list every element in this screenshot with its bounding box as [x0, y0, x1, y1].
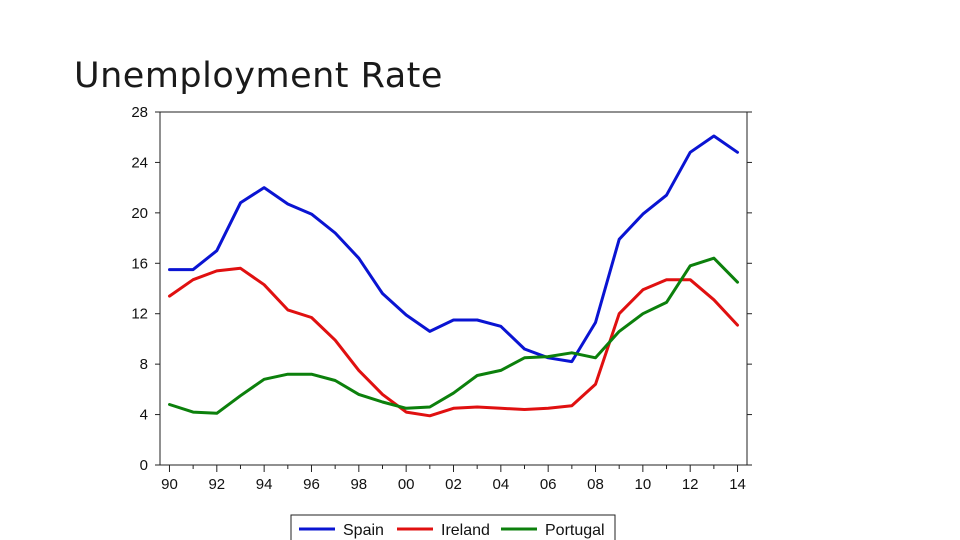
legend-label-portugal: Portugal	[545, 522, 605, 539]
legend: Spain Ireland Portugal	[290, 514, 616, 540]
slide-title: Unemployment Rate	[74, 56, 443, 96]
x-axis: 90 92 94 96 98 00 02 04 06 08 10 12 14	[161, 465, 746, 493]
y-tick-label: 16	[131, 255, 148, 272]
x-tick-label: 06	[540, 476, 557, 493]
x-tick-label: 04	[492, 476, 509, 493]
plot-frame	[159, 111, 748, 466]
x-tick-label: 12	[682, 476, 699, 493]
series-line-portugal	[168, 256, 739, 415]
plot-area	[159, 111, 748, 466]
y-tick-label: 24	[131, 154, 148, 171]
x-tick-label: 94	[256, 476, 273, 493]
x-tick-label: 02	[445, 476, 462, 493]
series-line-spain	[168, 134, 739, 364]
x-tick-label: 08	[587, 476, 604, 493]
y-axis: 0 4 8 12 16 20 24 28	[131, 104, 752, 474]
series-line-ireland	[168, 266, 739, 418]
y-tick-label: 28	[131, 104, 148, 121]
x-tick-label: 14	[729, 476, 746, 493]
y-tick-label: 20	[131, 205, 148, 222]
legend-box	[290, 514, 616, 540]
x-tick-label: 98	[350, 476, 367, 493]
y-tick-label: 8	[140, 356, 148, 373]
x-tick-label: 90	[161, 476, 178, 493]
y-tick-label: 12	[131, 306, 148, 323]
x-tick-label: 10	[635, 476, 652, 493]
x-tick-label: 92	[208, 476, 225, 493]
legend-label-spain: Spain	[343, 522, 384, 539]
x-tick-label: 96	[303, 476, 320, 493]
y-tick-label: 0	[140, 457, 148, 474]
y-tick-label: 4	[140, 407, 148, 424]
legend-label-ireland: Ireland	[441, 522, 490, 539]
x-tick-label: 00	[398, 476, 415, 493]
series-lines	[168, 134, 739, 418]
